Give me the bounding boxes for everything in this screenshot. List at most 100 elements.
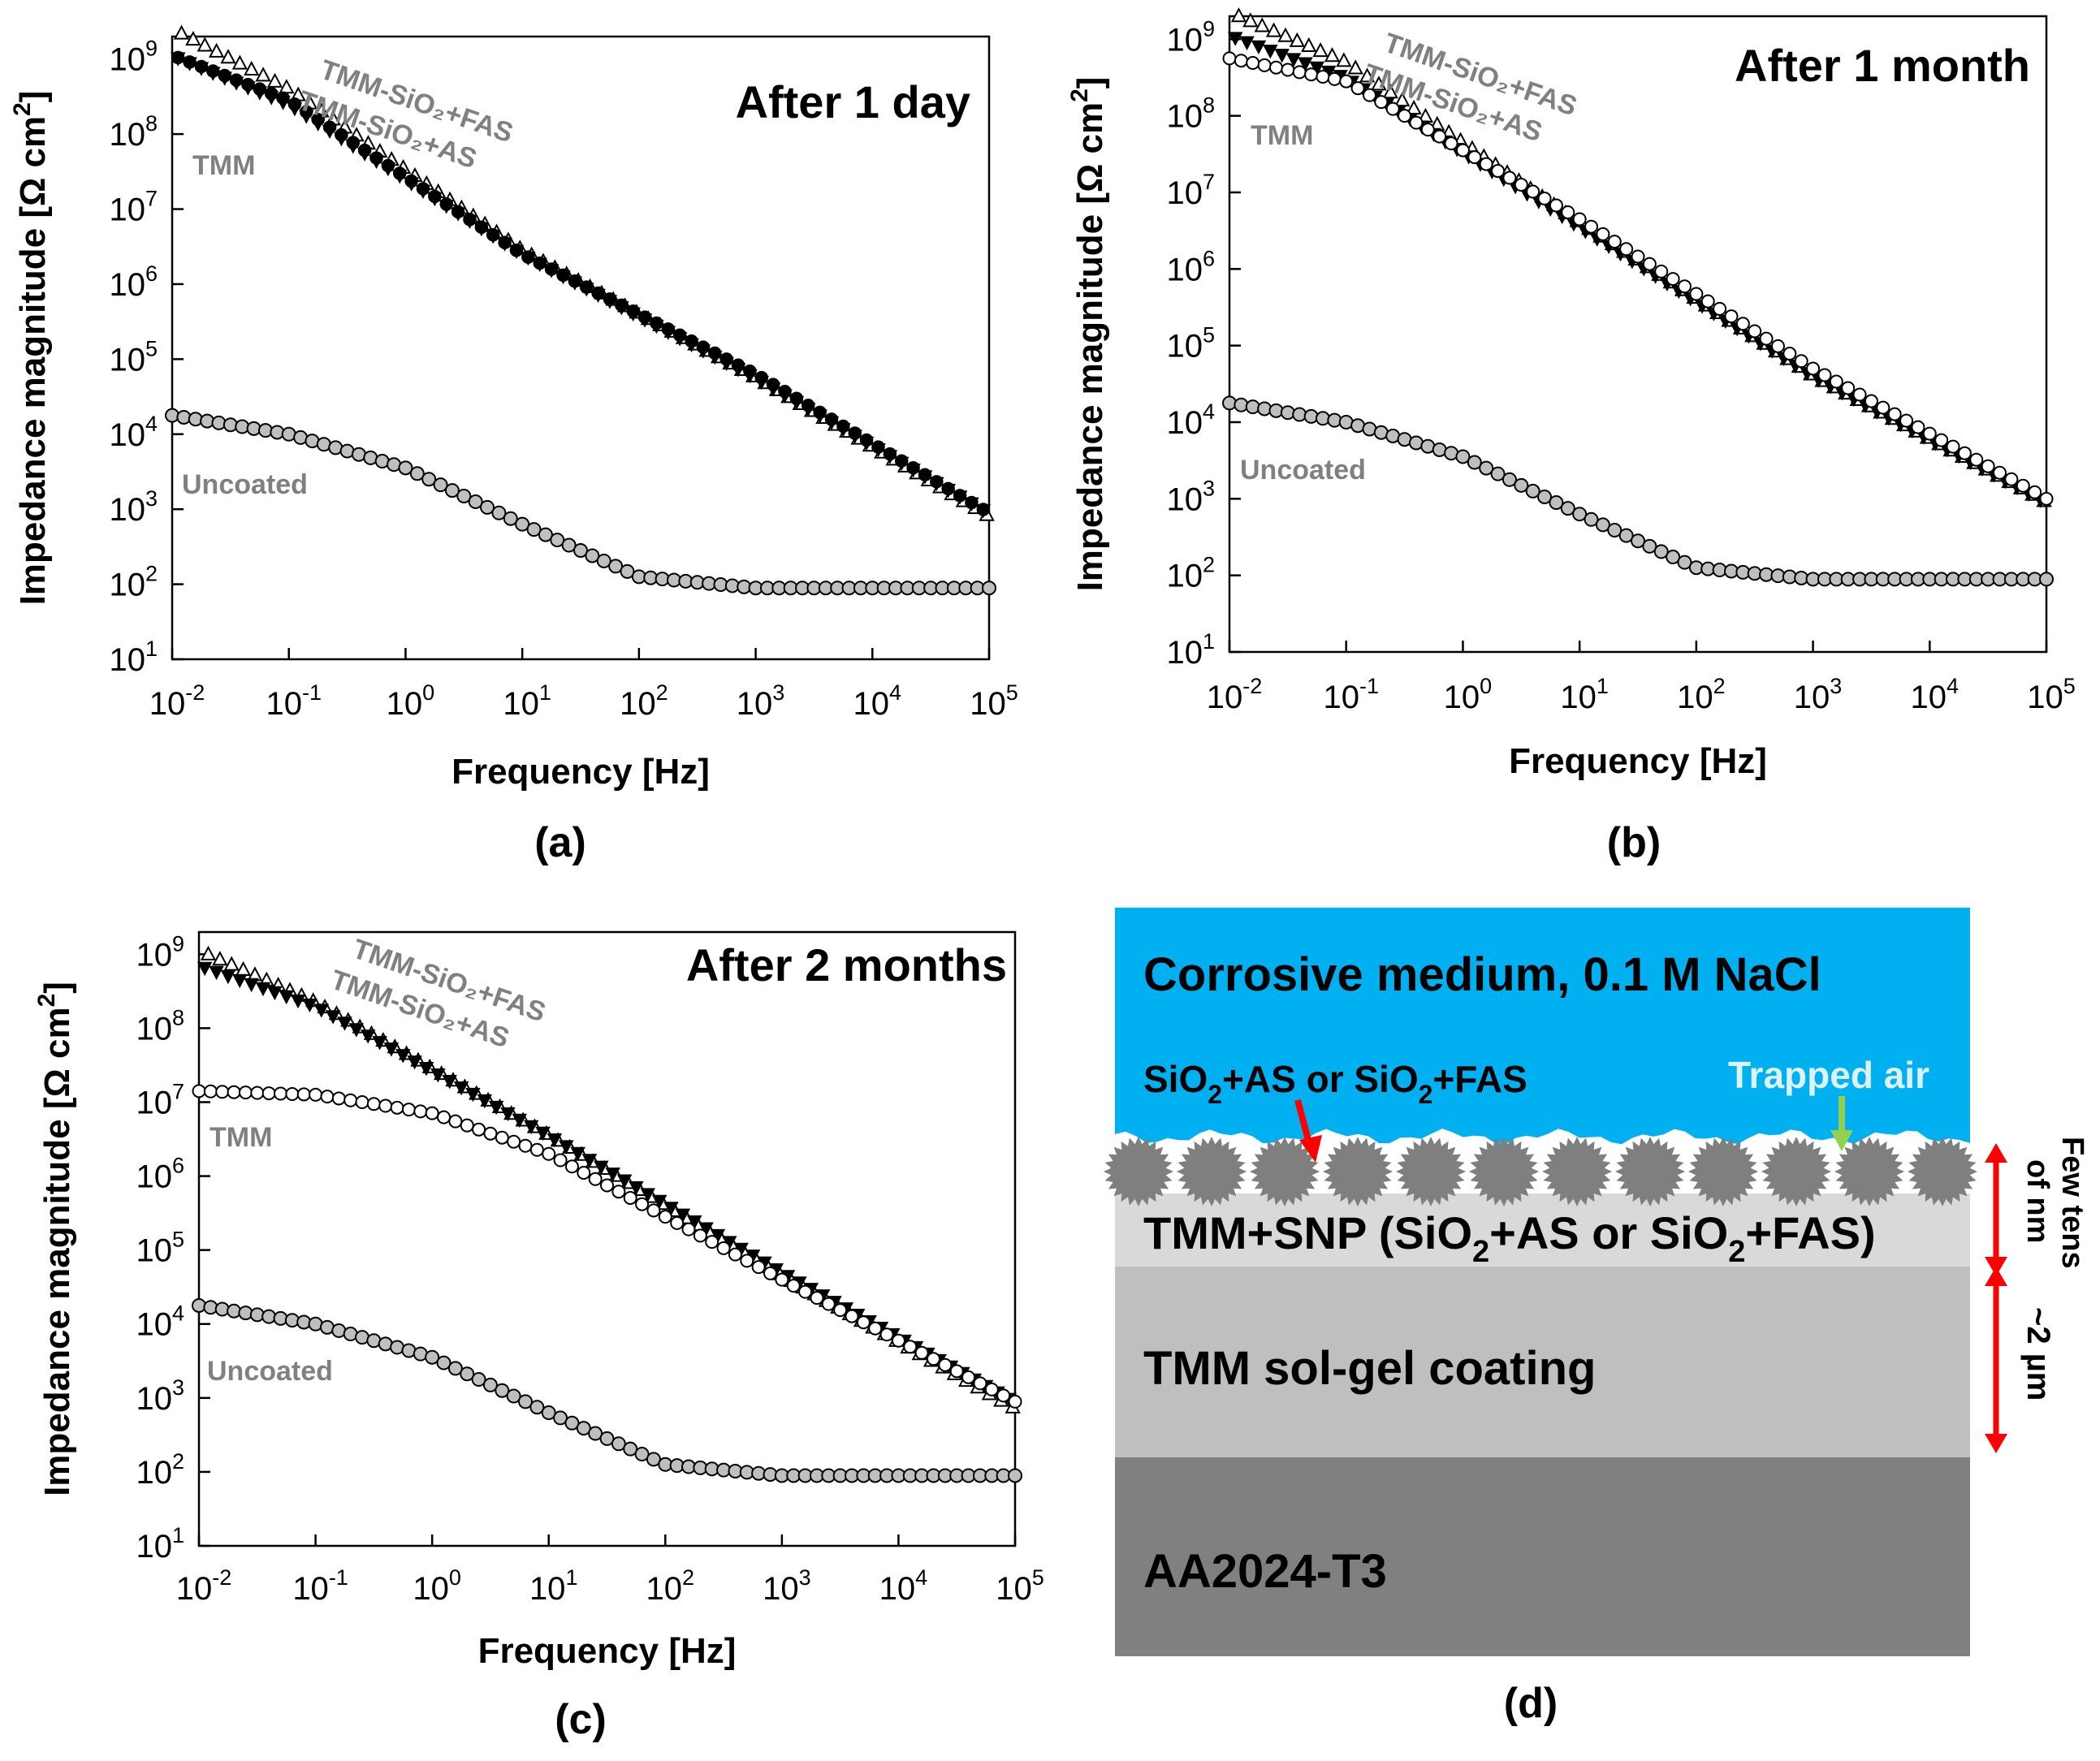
- data-point: [1689, 287, 1704, 301]
- data-point: [751, 1260, 766, 1275]
- data-point: [1257, 401, 1273, 417]
- data-point: [176, 409, 192, 425]
- data-point: [183, 55, 197, 69]
- red-arrow-shaft: [1294, 1098, 1312, 1145]
- data-point: [1312, 41, 1329, 58]
- data-point: [1398, 109, 1412, 123]
- data-point: [344, 1093, 358, 1107]
- data-point: [1336, 52, 1352, 67]
- data-point: [1490, 466, 1506, 481]
- data-point: [509, 244, 524, 257]
- silica-particle: [1104, 1137, 1173, 1206]
- data-point: [1502, 170, 1517, 185]
- data-point: [212, 951, 228, 966]
- y-axis-label: Impedance magnitude [Ω cm2]: [33, 982, 77, 1496]
- data-point: [521, 250, 535, 264]
- data-point: [436, 1355, 452, 1370]
- data-point: [229, 73, 244, 87]
- data-point: [261, 1086, 276, 1101]
- data-point: [2039, 491, 2054, 506]
- data-point: [1817, 368, 1832, 382]
- data-point: [637, 310, 652, 324]
- data-point: [813, 405, 827, 420]
- data-point: [577, 1165, 591, 1180]
- data-point: [495, 1130, 509, 1145]
- data-point: [686, 1215, 702, 1230]
- data-point: [1257, 58, 1272, 72]
- data-point: [533, 256, 547, 270]
- label-uncoated: Uncoated: [1240, 455, 1366, 486]
- data-point: [194, 59, 209, 74]
- data-point: [231, 54, 248, 70]
- data-point: [1347, 59, 1363, 75]
- data-point: [938, 1357, 953, 1372]
- data-point: [635, 1197, 650, 1211]
- series-uncoated: [165, 408, 996, 596]
- data-point: [918, 468, 932, 482]
- x-tick-label: 10-2: [149, 680, 205, 722]
- data-point: [1327, 71, 1342, 86]
- data-point: [1876, 400, 1890, 415]
- data-point: [588, 1426, 603, 1441]
- data-point: [1631, 249, 1645, 264]
- data-point: [708, 346, 722, 360]
- data-point: [451, 205, 465, 219]
- y-tick-label: 107: [136, 1079, 184, 1120]
- data-point: [463, 213, 477, 227]
- x-tick-label: 101: [503, 680, 551, 722]
- data-point: [1596, 227, 1610, 241]
- data-point: [810, 1291, 824, 1306]
- data-point: [698, 1222, 714, 1237]
- data-point: [1242, 12, 1259, 28]
- data-point: [192, 1084, 206, 1098]
- data-point: [906, 460, 920, 475]
- y-tick-label: 104: [1166, 399, 1215, 441]
- y-tick-label: 108: [136, 1005, 184, 1047]
- y-tick-label: 109: [109, 37, 158, 78]
- solgel-layer: [1115, 1267, 1970, 1457]
- data-point: [651, 1194, 668, 1210]
- data-point: [507, 1134, 521, 1149]
- data-point: [197, 37, 213, 52]
- silica-particle: [1469, 1137, 1539, 1206]
- y-tick-label: 104: [109, 412, 158, 453]
- data-point: [1339, 74, 1354, 88]
- data-point: [681, 1222, 696, 1237]
- y-tick-label: 108: [109, 111, 158, 153]
- y-tick-label: 106: [136, 1154, 184, 1195]
- data-point: [203, 1300, 218, 1315]
- particles-label: SiO2+AS or SiO2+FAS: [1143, 1058, 1527, 1109]
- data-point: [409, 466, 425, 481]
- data-point: [270, 425, 285, 440]
- data-point: [255, 67, 271, 82]
- data-point: [296, 1087, 311, 1102]
- data-point: [453, 1081, 469, 1096]
- data-point: [220, 49, 236, 64]
- data-point: [235, 960, 252, 976]
- data-point: [616, 1174, 633, 1189]
- data-point: [267, 986, 283, 1001]
- y-tick-label: 101: [136, 1523, 184, 1565]
- data-point: [325, 1010, 341, 1025]
- data-point: [266, 72, 283, 88]
- data-point: [211, 415, 227, 430]
- x-tick-label: 105: [996, 1565, 1044, 1607]
- data-point: [246, 421, 261, 436]
- data-point: [209, 965, 224, 981]
- data-point: [1514, 477, 1529, 493]
- data-point: [556, 268, 570, 283]
- data-point: [1467, 150, 1482, 165]
- data-point: [1350, 81, 1365, 96]
- label-tmm: TMM: [210, 1122, 272, 1153]
- data-point: [526, 522, 542, 537]
- data-point: [786, 1279, 801, 1293]
- data-point: [348, 1023, 365, 1038]
- data-point: [491, 505, 507, 520]
- data-point: [1572, 212, 1587, 227]
- data-point: [1274, 49, 1290, 63]
- x-axis-label: Frequency [Hz]: [452, 752, 710, 792]
- thickness-top-label-2: of nm: [2020, 1159, 2055, 1243]
- chart-title: After 2 months: [686, 939, 1007, 991]
- data-point: [416, 182, 430, 196]
- data-point: [626, 304, 640, 318]
